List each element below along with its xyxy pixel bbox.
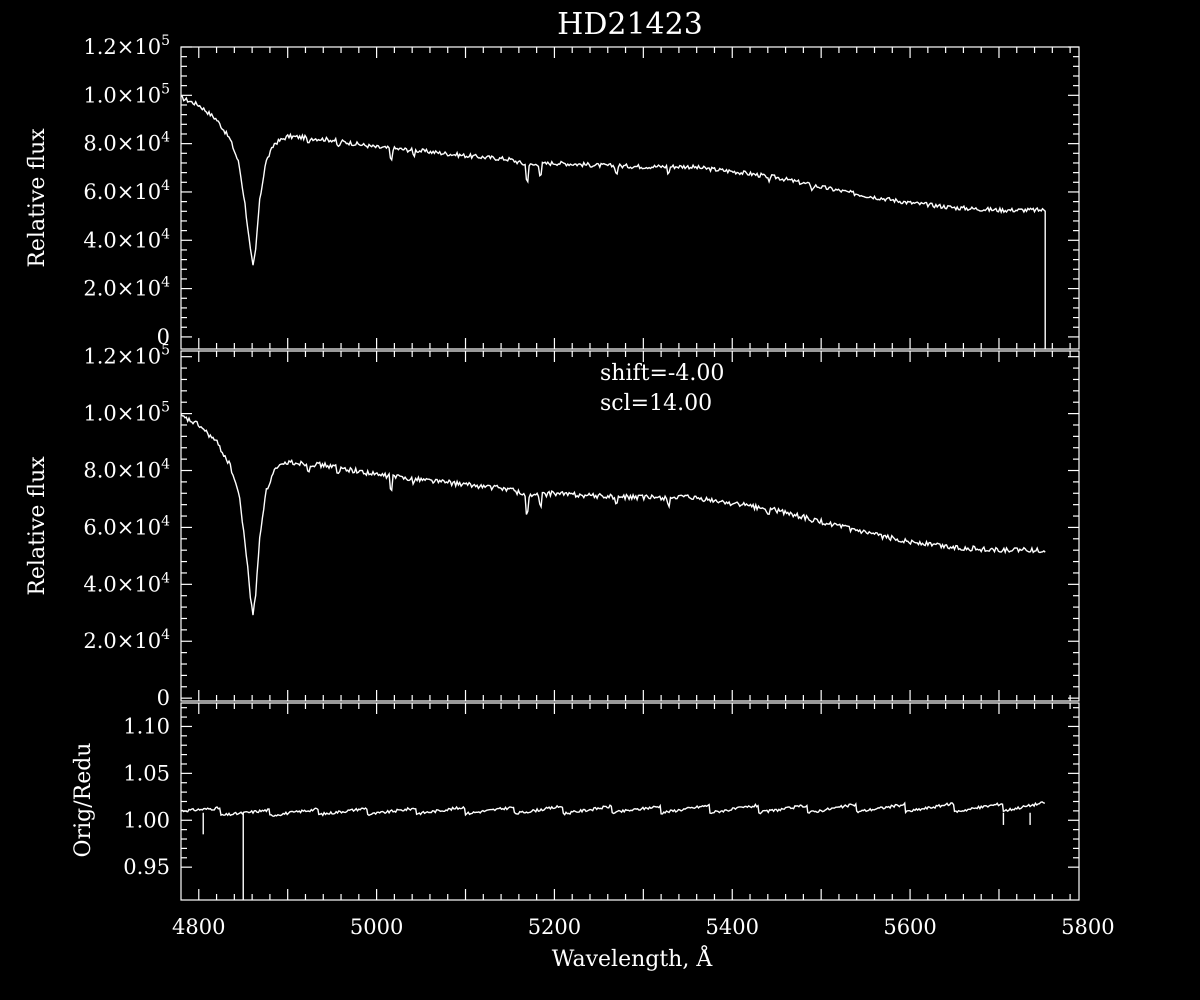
scale-annotation: scl=14.00 [600,391,712,416]
panel-original-frame [180,46,1080,350]
y-tick-label: 1.0×105 [83,400,170,426]
panel-ratio-ylabel: Orig/Redu [71,743,96,858]
panel-original-flux: 0 2.0×104 4.0×104 6.0×104 8.0×104 1.0×105 1.2×… [25,33,1080,350]
y-tick-label: 1.10 [123,714,170,738]
panel-original-ytick-labels: 0 2.0×104 4.0×104 6.0×104 8.0×104 1.0×105 1.2×… [83,33,170,349]
y-tick-label: 0 [157,325,170,349]
panel-original-ticks [181,46,1079,349]
panel-reduced-ticks [181,351,1079,701]
x-tick-label: 4800 [172,915,225,939]
x-tick-labels: 4800 5000 5200 5400 5600 5800 [172,915,1115,939]
y-tick-label: 2.0×104 [83,275,170,301]
x-tick-label: 5400 [706,915,759,939]
panel-original-ylabel: Relative flux [25,128,50,268]
y-tick-label: 1.2×105 [83,343,170,369]
y-tick-label: 8.0×104 [83,130,170,156]
y-tick-label: 1.00 [123,808,170,832]
chart-title: HD21423 [557,7,703,42]
reduced-spectrum-line [180,413,1046,616]
x-tick-label: 5200 [528,915,581,939]
panel-reduced-ytick-labels: 0 2.0×104 4.0×104 6.0×104 8.0×104 1.0×105 1.2×… [83,343,170,710]
panel-ratio-ticks [181,703,1079,900]
original-spectrum-line [180,95,1046,349]
panel-reduced-ylabel: Relative flux [25,456,50,596]
y-tick-label: 6.0×104 [83,513,170,539]
y-tick-label: 1.0×105 [83,81,170,107]
panel-reduced-frame [180,350,1080,702]
ratio-line [180,801,1046,818]
shift-annotation: shift=-4.00 [600,361,724,386]
y-tick-label: 4.0×104 [83,226,170,252]
y-tick-label: 2.0×104 [83,627,170,653]
y-tick-label: 0.95 [123,855,170,879]
x-tick-label: 5000 [350,915,403,939]
y-tick-label: 1.05 [123,761,170,785]
x-tick-label: 5600 [883,915,936,939]
x-tick-label: 5800 [1061,915,1114,939]
panel-ratio: 0.95 1.00 1.05 1.10 4800 5000 5200 5400 5600 580… [71,702,1115,939]
panel-reduced-flux: 0 2.0×104 4.0×104 6.0×104 8.0×104 1.0×105 1.2×… [25,343,1080,710]
ratio-spikes [202,812,1031,900]
y-tick-label: 1.2×105 [83,33,170,59]
panel-ratio-ytick-labels: 0.95 1.00 1.05 1.10 [123,714,170,879]
y-tick-label: 6.0×104 [83,178,170,204]
y-tick-label: 4.0×104 [83,570,170,596]
x-axis-label: Wavelength, Å [552,944,714,972]
y-tick-label: 8.0×104 [83,457,170,483]
y-tick-label: 0 [157,686,170,710]
